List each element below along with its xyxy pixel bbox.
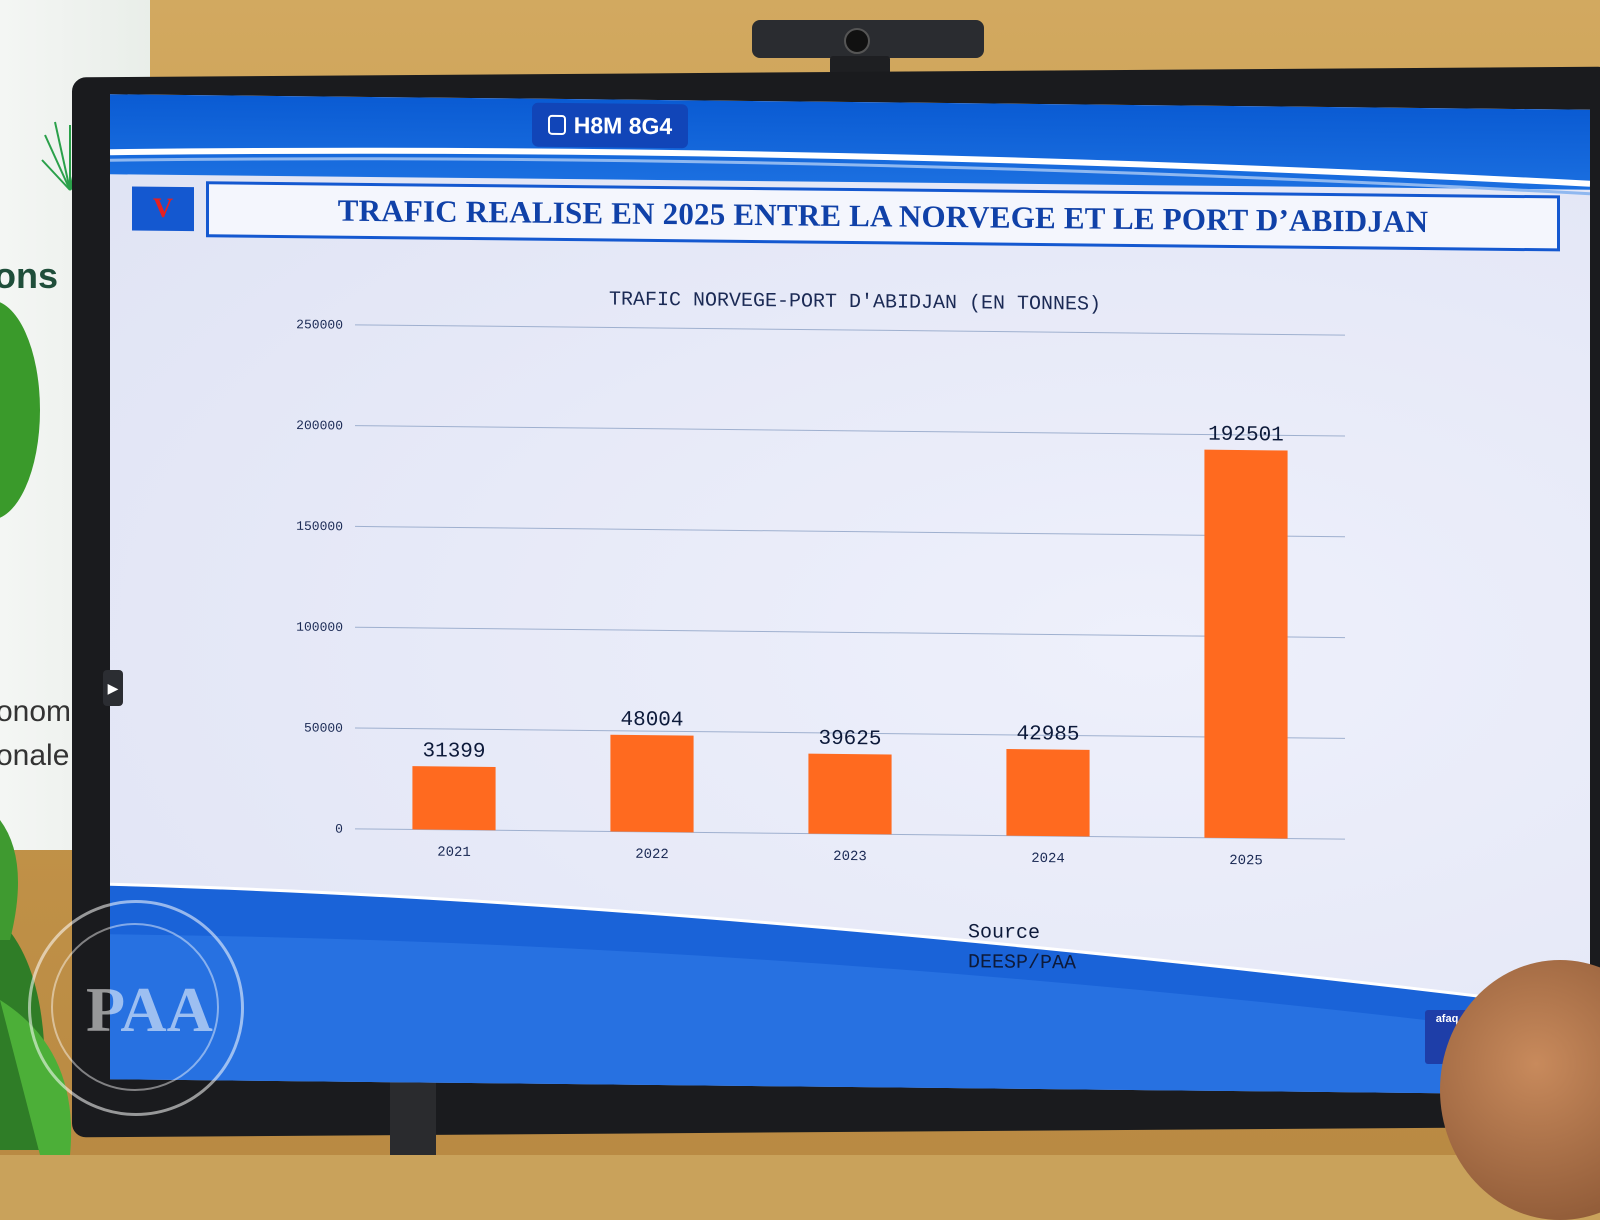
x-tick-label: 2024 — [1031, 851, 1065, 867]
gridline — [355, 425, 1345, 437]
source-label: Source — [968, 921, 1041, 945]
banner-text-bottom: onomi onale ! — [0, 690, 86, 778]
chart-bars — [412, 449, 1288, 839]
header-wave — [110, 147, 1590, 196]
banner-line-1: onomi — [0, 695, 78, 728]
chart-y-axis: 0 50000 100000 150000 200000 250000 — [296, 317, 343, 836]
chart-x-axis: 2021 2022 2023 2024 2025 — [437, 845, 1263, 870]
port-seal-watermark: PAA — [28, 900, 244, 1116]
monitor-stand — [390, 1080, 436, 1155]
chart-data-labels: 31399 48004 39625 42985 192501 — [422, 424, 1284, 764]
data-label: 192501 — [1208, 424, 1284, 448]
gridline — [355, 324, 1345, 336]
bar-2024 — [1006, 748, 1090, 837]
banner-line-2: onale ! — [0, 739, 87, 772]
y-tick-label: 100000 — [296, 620, 343, 635]
bar-2025 — [1204, 449, 1288, 839]
x-tick-label: 2022 — [635, 847, 669, 863]
banner-text-top: ons — [0, 255, 59, 296]
seal-inner-ring — [51, 923, 219, 1091]
play-arrow-icon: ▶ — [107, 679, 119, 696]
slide-footer-wave — [110, 882, 1590, 1095]
bar-2022 — [610, 734, 694, 833]
plant-leaves — [0, 820, 72, 1155]
y-tick-label: 50000 — [304, 720, 343, 735]
slide-nav-button[interactable]: ▶ — [103, 670, 123, 706]
x-tick-label: 2025 — [1229, 853, 1263, 869]
gridline — [355, 727, 1345, 739]
source-note: Source DEESP/PAA — [968, 918, 1076, 979]
bar-2021 — [412, 766, 496, 831]
data-label: 48004 — [620, 709, 683, 733]
x-tick-label: 2021 — [437, 845, 471, 861]
y-tick-label: 200000 — [296, 418, 343, 433]
data-label: 42985 — [1016, 723, 1079, 747]
data-label: 31399 — [422, 740, 485, 764]
chart-title: TRAFIC NORVEGE-PORT D'ABIDJAN (EN TONNES… — [609, 288, 1101, 316]
seal-monogram: PAA — [86, 974, 213, 1045]
banner-green-shape — [0, 300, 40, 520]
webcam — [752, 20, 984, 58]
y-tick-label: 250000 — [296, 317, 343, 332]
y-tick-label: 150000 — [296, 519, 343, 534]
bar-2023 — [808, 753, 892, 835]
source-value: DEESP/PAA — [968, 951, 1077, 976]
gridline — [355, 626, 1345, 639]
webcam-lens-icon — [844, 28, 870, 54]
bar-chart: TRAFIC NORVEGE-PORT D'ABIDJAN (EN TONNES… — [296, 288, 1345, 870]
y-tick-label: 0 — [335, 822, 343, 837]
data-label: 39625 — [818, 728, 881, 752]
gridline — [355, 525, 1345, 538]
x-tick-label: 2023 — [833, 849, 867, 865]
presentation-screen: H8M 8G4 V TRAFIC REALISE EN 2025 ENTRE L… — [110, 94, 1590, 1095]
